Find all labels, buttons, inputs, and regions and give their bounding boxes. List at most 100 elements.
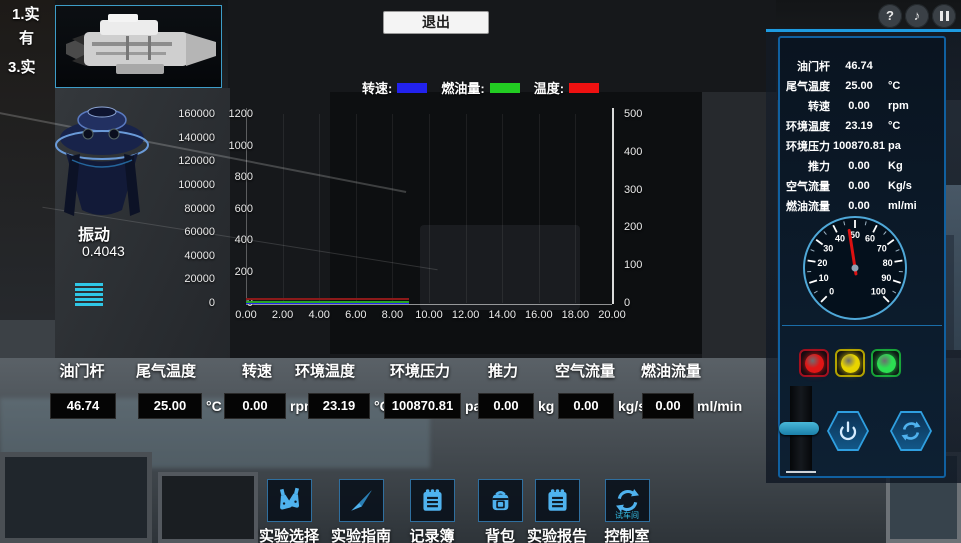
readout-label: 油门杆 [59, 363, 105, 380]
toolbar-icon-box [534, 479, 580, 522]
svg-text:50: 50 [850, 230, 860, 240]
red-light [799, 349, 829, 377]
axis-tick-label: 500 [624, 108, 643, 120]
axis-tick-label: 18.00 [561, 309, 590, 321]
svg-text:60: 60 [865, 234, 875, 244]
music-button[interactable]: ♪ [905, 4, 929, 28]
chart-legend: 转速: 燃油量: 温度: [362, 78, 600, 97]
green-light [871, 349, 901, 377]
notebook-icon [418, 486, 447, 515]
readout-value: 46.74 [50, 393, 116, 419]
throttle-lever-base [786, 471, 816, 473]
vibration-sensor-model [55, 106, 149, 216]
chart-gridline [282, 114, 284, 303]
pause-icon [945, 11, 949, 21]
panel-top-highlight [766, 29, 961, 32]
yellow-light-lamp [840, 353, 860, 373]
toolbar-item-实验指南[interactable]: 实验指南 [325, 479, 397, 543]
legend-label: 温度: [533, 81, 565, 96]
toolbar-item-记录簿[interactable]: 记录簿 [396, 479, 468, 543]
toolbar-item-实验报告[interactable]: 实验报告 [521, 479, 593, 543]
panel-parameter-list: 油门杆 46.74 尾气温度 25.00 °C 转速 0.00 rpm 环境温度 23.19 °C 环… [778, 56, 946, 216]
panel-param-label: 空气流量 [786, 181, 830, 193]
readout-label: 空气流量 [554, 363, 616, 380]
axis-tick-label: 1000 [228, 139, 253, 152]
cycle-icon [899, 419, 923, 443]
panel-param-value: 0.00 [848, 100, 870, 112]
svg-text:30: 30 [823, 244, 833, 254]
toolbar-item-label: 实验选择 [258, 528, 319, 543]
menu-icon[interactable] [75, 283, 103, 308]
toolbar-item-实验选择[interactable]: 实验选择 [253, 479, 325, 543]
axis-tick-label: 300 [624, 183, 643, 196]
readout-unit: °C [206, 398, 222, 414]
exit-button[interactable]: 退出 [383, 11, 489, 34]
axis-tick-label: 12.00 [451, 309, 480, 321]
axis-tick-label: 0 [624, 297, 631, 309]
panel-param-value: 23.19 [845, 120, 873, 132]
axis-tick-label: 80000 [184, 202, 215, 215]
panel-param-value: 46.74 [845, 60, 873, 72]
panel-param-unit: pa [888, 140, 901, 152]
yellow-light [835, 349, 865, 377]
panel-param-unit: Kg [888, 160, 903, 172]
svg-text:90: 90 [881, 273, 891, 283]
engine-3d-model [66, 14, 216, 74]
axis-tick-label: 200 [624, 221, 643, 234]
scene-left-frame [0, 0, 55, 320]
readout-value: 0.00 [478, 393, 534, 419]
readout-value: 25.00 [138, 393, 202, 419]
toolbar-item-背包[interactable]: 背包 [464, 479, 536, 543]
axis-tick-label: 6.00 [345, 309, 367, 321]
axis-tick-label: 16.00 [525, 309, 553, 321]
panel-param-label: 推力 [808, 161, 830, 173]
readout-value: 23.19 [308, 393, 370, 419]
scene-monitor [0, 452, 152, 543]
chart-gridline [575, 114, 577, 303]
help-button[interactable]: ? [878, 4, 902, 28]
chart-gridline [502, 114, 504, 303]
pause-button[interactable] [932, 4, 956, 28]
readout-label: 燃油流量 [640, 363, 702, 380]
axis-tick-label: 10.00 [415, 309, 443, 321]
panel-param-label: 尾气温度 [786, 81, 830, 93]
panel-param-row: 环境温度 23.19 °C [778, 116, 946, 136]
chart-gridline [355, 114, 357, 303]
toolbar-icon-box [477, 479, 523, 522]
panel-param-unit: °C [888, 120, 901, 132]
legend-item: 转速: [362, 78, 428, 97]
axis-tick-label: 140000 [178, 131, 215, 144]
legend-swatch [489, 82, 520, 93]
toolbar-icon-badge: 试车间 [615, 511, 639, 520]
scene-engine-silhouette [420, 225, 580, 310]
readout-unit: kg [538, 398, 555, 414]
panel-param-unit: °C [888, 80, 901, 92]
axis-tick-label: 0.00 [235, 309, 257, 321]
panel-param-row: 环境压力 100870.81 pa [778, 136, 946, 156]
flasks-icon [275, 486, 304, 515]
series-line-温度 [246, 298, 409, 301]
axis-tick-label: 8.00 [381, 309, 404, 321]
chart-gridline [538, 114, 540, 303]
panel-divider [782, 325, 942, 326]
axis-tick-label: 100 [624, 259, 643, 272]
power-icon [836, 419, 860, 443]
panel-param-row: 转速 0.00 rpm [778, 96, 946, 116]
axis-tick-label: 400 [234, 234, 253, 246]
panel-param-label: 燃油流量 [786, 201, 830, 213]
chart-gridline [465, 114, 467, 303]
axis-tick-label: 1200 [228, 108, 253, 120]
compass-icon [347, 486, 376, 515]
axis-tick-label: 2.00 [271, 309, 294, 321]
readout-label: 推力 [487, 363, 519, 380]
scene-right-wall [702, 92, 777, 392]
throttle-lever-handle[interactable] [779, 422, 819, 435]
svg-text:0: 0 [829, 286, 834, 296]
axis-tick-label: 120000 [178, 155, 215, 168]
toolbar-item-控制室[interactable]: 试车间 控制室 [591, 479, 663, 543]
readout-value: 0.00 [642, 393, 694, 419]
backpack-icon [486, 486, 515, 515]
axis-tick-label: 100000 [178, 178, 215, 191]
engine-model-preview [55, 5, 222, 88]
